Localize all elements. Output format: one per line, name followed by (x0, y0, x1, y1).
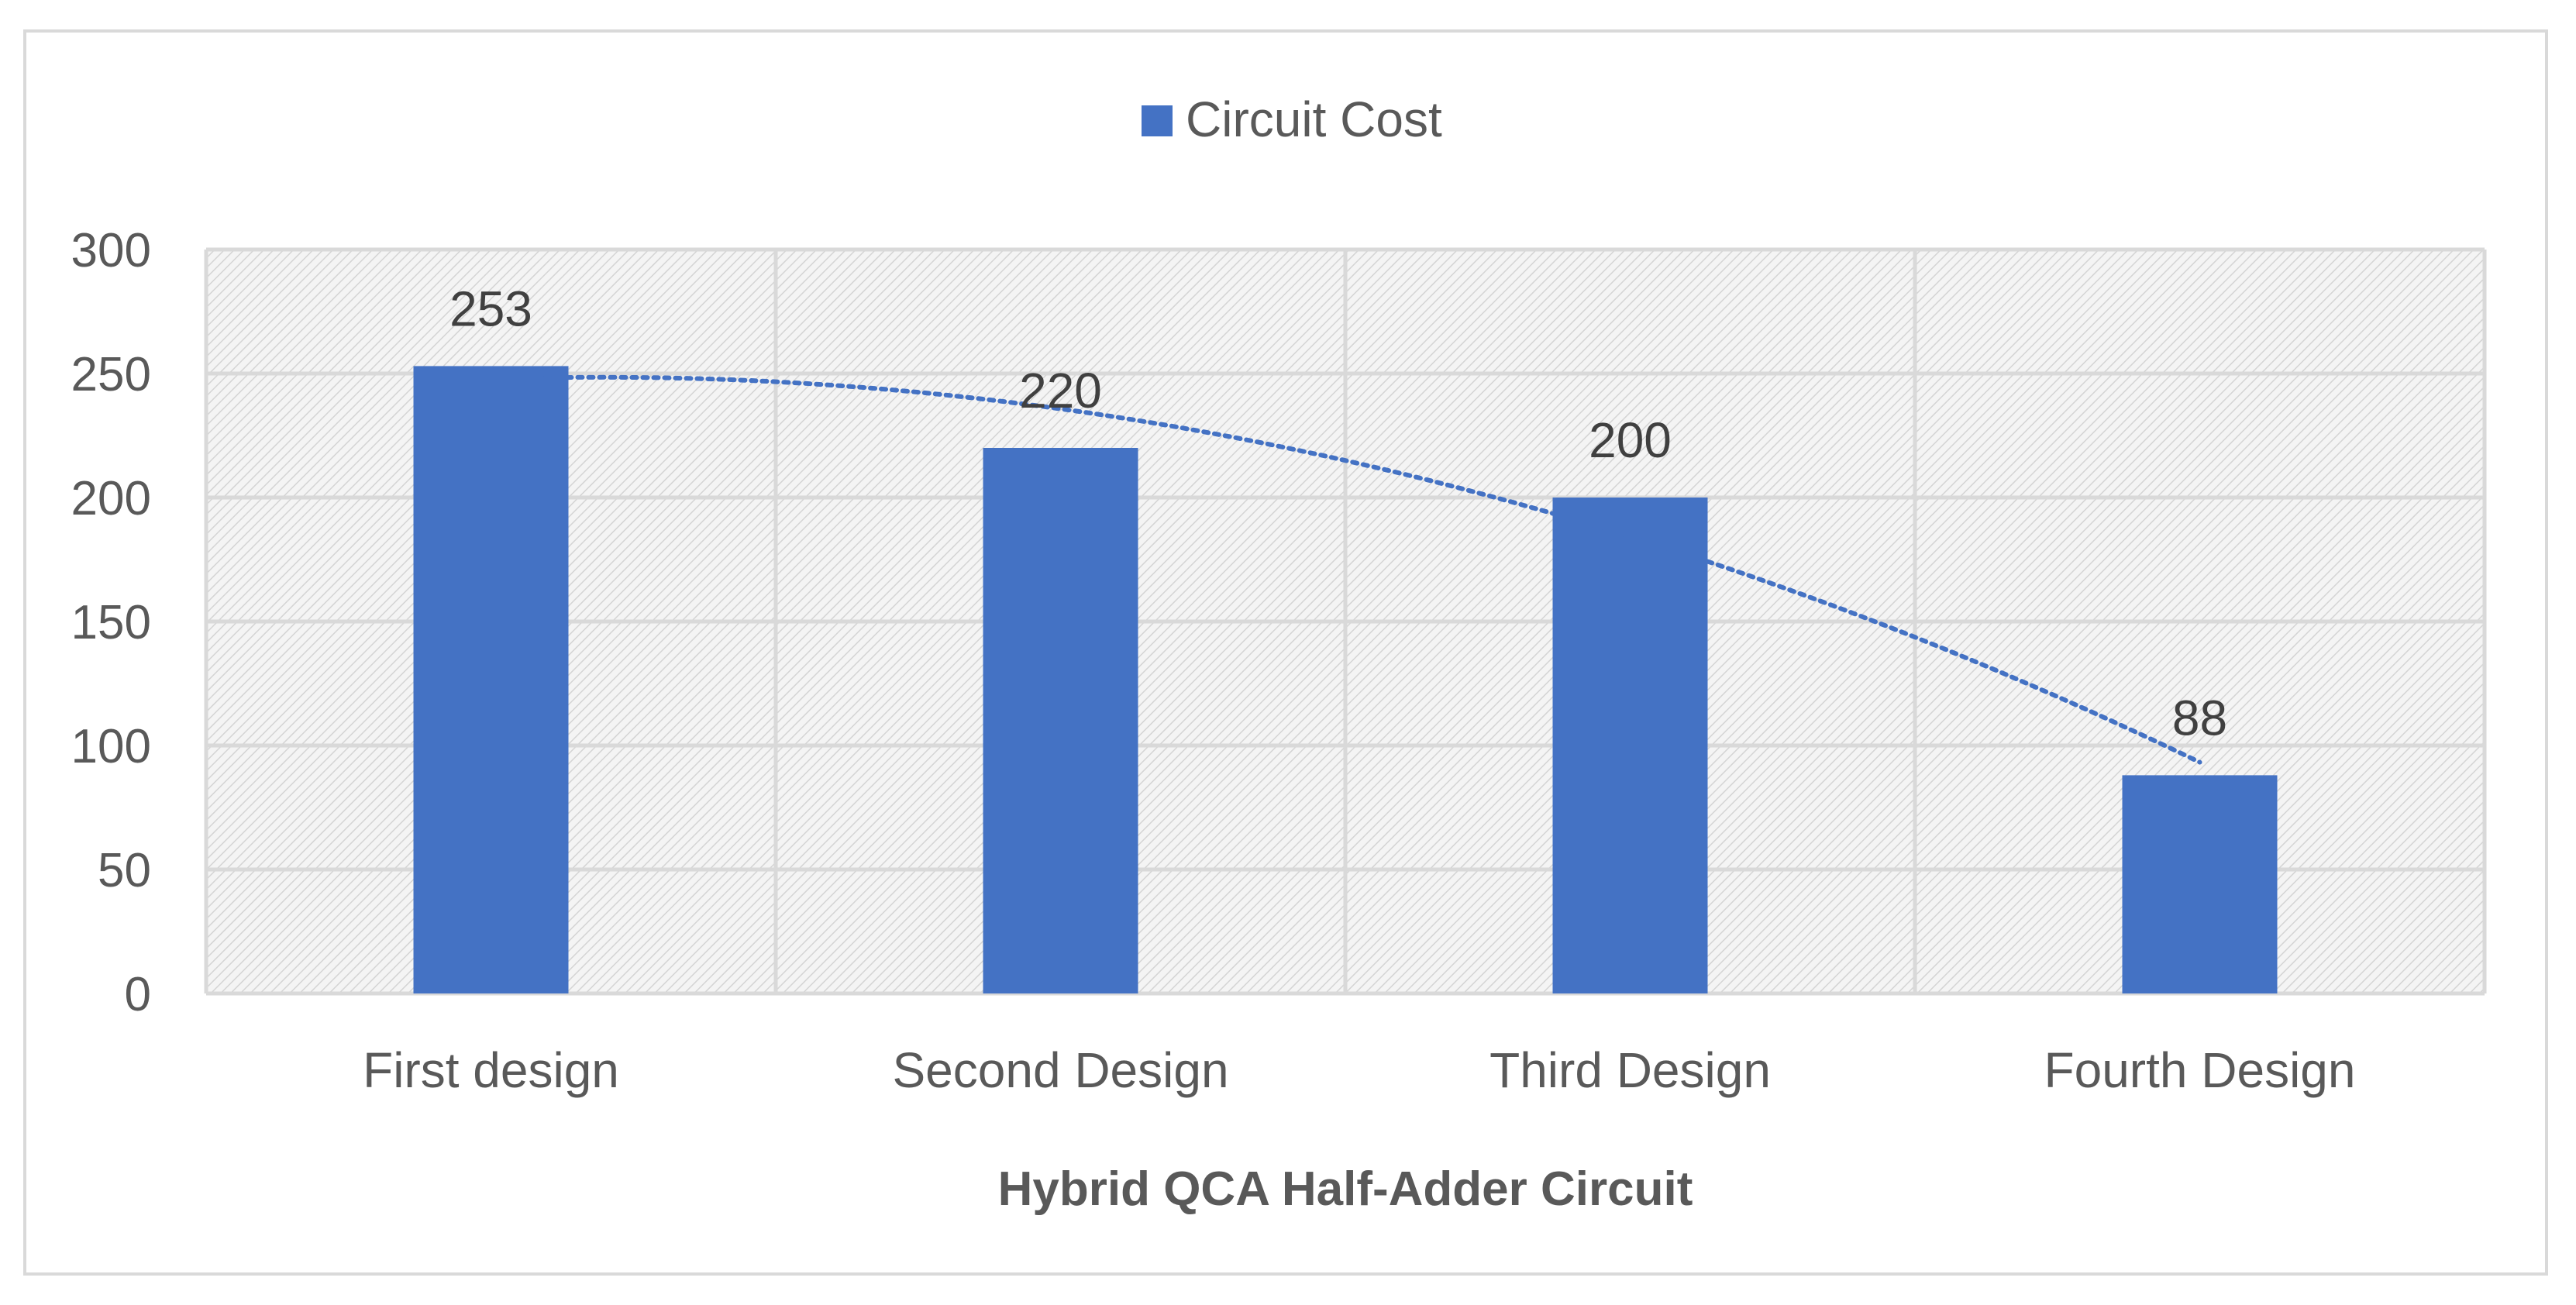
bar (983, 448, 1138, 993)
data-labels: 253 220 200 88 (449, 281, 2227, 745)
legend-label: Circuit Cost (1186, 91, 1442, 147)
bars (413, 366, 2278, 993)
y-tick-label: 100 (71, 720, 151, 773)
bar (1552, 498, 1708, 993)
data-label: 220 (1019, 363, 1102, 418)
axis-ticks: 0 50 100 150 200 250 300 First design Second Des… (71, 224, 2356, 1098)
y-tick-label: 200 (71, 472, 151, 525)
legend-swatch (1142, 105, 1173, 136)
data-label: 88 (2172, 690, 2227, 745)
x-tick-label: Fourth Design (2044, 1042, 2356, 1098)
y-tick-label: 300 (71, 224, 151, 277)
y-tick-label: 150 (71, 596, 151, 649)
y-tick-label: 0 (125, 968, 151, 1021)
x-tick-label: Second Design (892, 1042, 1228, 1098)
trendline (488, 374, 2202, 765)
x-tick-label: First design (363, 1042, 619, 1098)
bar (413, 366, 569, 993)
trendline-path (488, 374, 2202, 765)
y-tick-label: 250 (71, 348, 151, 401)
data-label: 253 (449, 281, 532, 336)
x-tick-label: Third Design (1489, 1042, 1771, 1098)
data-label: 200 (1589, 412, 1672, 468)
bar (2122, 775, 2278, 993)
x-axis-title: Hybrid QCA Half-Adder Circuit (998, 1162, 1693, 1216)
y-tick-label: 50 (98, 844, 151, 897)
grid (204, 247, 2487, 996)
legend: Circuit Cost (1142, 91, 1442, 147)
